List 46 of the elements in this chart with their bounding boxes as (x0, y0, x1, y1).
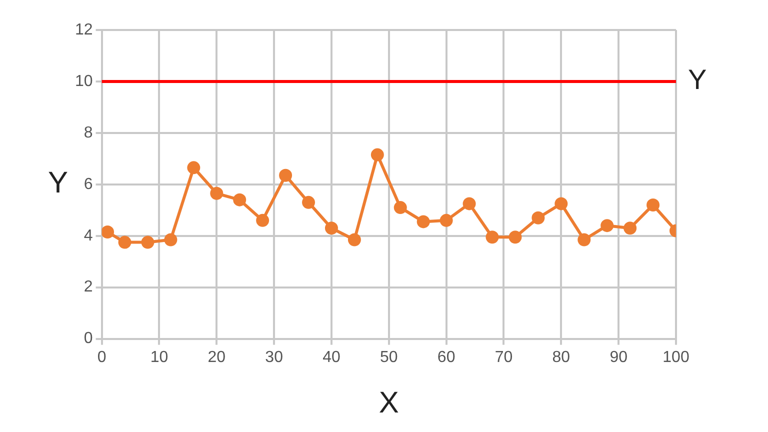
point (302, 196, 316, 209)
point (348, 233, 361, 246)
y-tick-label: 2 (84, 278, 93, 296)
point (394, 201, 407, 214)
point (462, 197, 476, 210)
point (646, 198, 660, 212)
point (102, 226, 114, 239)
x-tick-label: 100 (662, 348, 690, 366)
point (486, 230, 499, 244)
point (370, 148, 384, 162)
x-tick-label: 50 (380, 348, 398, 366)
y-tick-label: 10 (75, 72, 93, 90)
x-tick-label: 90 (610, 348, 628, 366)
point (118, 236, 132, 249)
y-tick-label: 6 (84, 176, 93, 193)
point (578, 233, 591, 246)
x-axis-title: X (378, 386, 399, 420)
ref-line-label: Y (688, 64, 707, 96)
y-tick-label: 12 (75, 21, 93, 38)
point (256, 214, 270, 227)
point (416, 215, 430, 228)
x-tick-label: 20 (208, 348, 226, 366)
x-tick-label: 30 (265, 348, 284, 366)
point (532, 211, 545, 224)
y-tick-label: 0 (84, 330, 93, 348)
point (508, 230, 522, 244)
point (164, 233, 178, 246)
x-tick-label: 10 (150, 348, 168, 366)
x-tick-label: 40 (322, 348, 340, 366)
y-tick-label: 8 (84, 124, 93, 142)
x-tick-label: 60 (437, 348, 456, 366)
x-tick-label: 70 (494, 348, 513, 366)
x-tick-label: 80 (552, 348, 570, 366)
point (279, 168, 292, 182)
point (233, 193, 246, 206)
point (141, 236, 154, 249)
point (324, 222, 338, 235)
point (187, 161, 200, 174)
point (554, 197, 568, 210)
point (440, 214, 453, 227)
point (210, 186, 224, 200)
y-tick-label: 4 (84, 227, 93, 244)
y-axis-title: Y (48, 166, 68, 200)
point (624, 222, 637, 235)
point (600, 219, 614, 232)
x-tick-label: 0 (97, 348, 106, 366)
